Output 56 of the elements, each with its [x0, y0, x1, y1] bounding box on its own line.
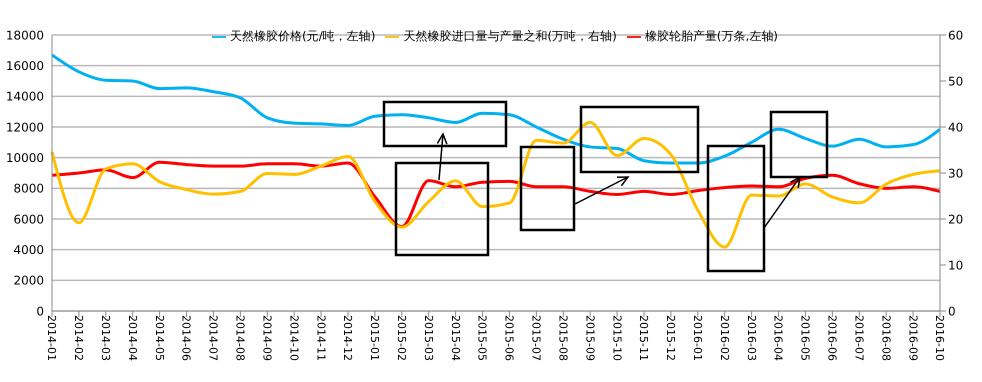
- x-tick-label: 2014-09: [260, 315, 274, 361]
- x-tick-label: 2014-10: [287, 315, 300, 361]
- y2-tick-label: 40: [948, 120, 964, 134]
- x-tick-label: 2016-10: [933, 315, 946, 361]
- x-tick-label: 2014-11: [314, 315, 328, 361]
- x-tick-label: 2014-07: [206, 315, 220, 361]
- y-tick-label: 18000: [6, 28, 44, 42]
- x-tick-label: 2014-03: [99, 315, 112, 361]
- x-tick-label: 2015-12: [664, 315, 678, 361]
- x-tick-label: 2015-11: [637, 315, 650, 361]
- x-tick-label: 2015-07: [530, 315, 543, 361]
- x-tick-label: 2015-08: [556, 315, 570, 361]
- x-tick-label: 2014-06: [180, 315, 193, 361]
- y-tick-label: 8000: [13, 182, 44, 196]
- x-tick-label: 2016-08: [879, 315, 892, 361]
- x-tick-label: 2015-10: [610, 315, 624, 361]
- y2-tick-label: 60: [948, 28, 964, 42]
- x-tick-label: 2015-01: [368, 315, 382, 361]
- x-tick-label: 2014-04: [126, 315, 139, 361]
- legend-label: 天然橡胶价格(元/吨，左轴): [230, 29, 376, 43]
- y-tick-label: 2000: [13, 274, 44, 288]
- x-tick-label: 2015-04: [448, 315, 462, 361]
- x-tick-label: 2014-01: [45, 315, 58, 361]
- y2-tick-label: 20: [948, 212, 964, 226]
- x-tick-label: 2015-06: [502, 315, 516, 361]
- x-tick-label: 2016-04: [772, 315, 785, 361]
- y-tick-label: 10000: [6, 150, 44, 165]
- line-series: [50, 120, 942, 249]
- x-tick-label: 2015-05: [476, 315, 489, 361]
- x-tick-label: 2016-03: [744, 315, 758, 361]
- y2-tick-label: 50: [948, 74, 964, 88]
- line-series: [50, 53, 942, 165]
- x-tick-label: 2016-01: [691, 315, 704, 361]
- y-tick-label: 0: [36, 304, 44, 318]
- y-tick-label: 4000: [13, 242, 44, 257]
- x-tick-label: 2014-02: [72, 315, 86, 361]
- y2-tick-label: 30: [948, 166, 964, 180]
- x-tick-label: 2014-05: [152, 315, 166, 361]
- y-tick-label: 16000: [6, 58, 44, 73]
- x-tick-label: 2014-12: [341, 315, 354, 361]
- x-tick-label: 2015-02: [395, 315, 408, 361]
- x-tick-label: 2016-07: [852, 315, 866, 361]
- x-tick-label: 2016-02: [718, 315, 731, 361]
- x-tick-label: 2015-03: [422, 315, 435, 361]
- y-tick-label: 12000: [6, 120, 44, 134]
- legend-label: 天然橡胶进口量与产量之和(万吨，右轴): [403, 29, 617, 43]
- x-tick-label: 2016-05: [798, 315, 812, 361]
- x-tick-label: 2015-09: [583, 315, 596, 361]
- y-tick-label: 6000: [13, 212, 44, 226]
- y2-tick-label: 0: [948, 304, 956, 318]
- y2-tick-label: 10: [948, 258, 964, 272]
- y-tick-label: 14000: [6, 90, 44, 104]
- x-tick-label: 2016-09: [906, 315, 920, 361]
- x-tick-label: 2016-06: [826, 315, 839, 361]
- x-tick-label: 2014-08: [234, 315, 247, 361]
- legend-label: 橡胶轮胎产量(万条,左轴): [644, 29, 778, 43]
